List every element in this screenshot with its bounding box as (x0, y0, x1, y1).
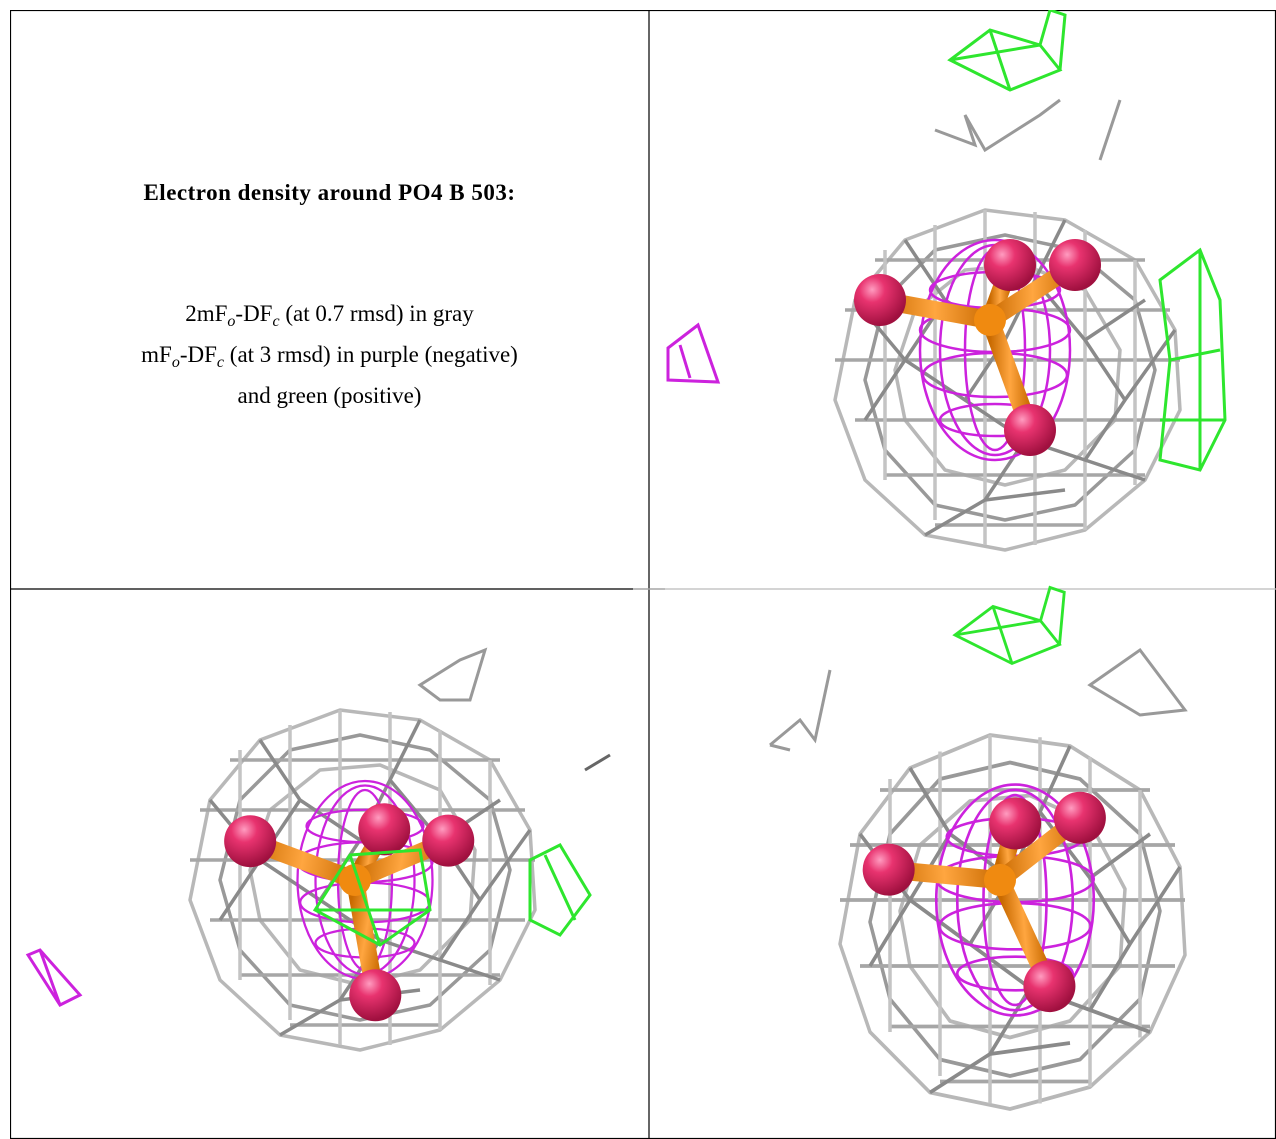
subscript: c (216, 354, 225, 371)
caption-text: (at 3 rmsd) in purple (negative) (224, 342, 518, 367)
caption-text: 2mF (185, 301, 228, 326)
subscript: o (171, 354, 180, 371)
green-mesh (528, 843, 592, 937)
density-panel-top-right (666, 10, 1227, 552)
caption-text: (at 0.7 rmsd) in gray (279, 301, 474, 326)
caption-text: -DF (235, 301, 273, 326)
subscript: c (272, 313, 280, 330)
caption-line: mFo-DFc (at 3 rmsd) in purple (negative) (10, 334, 649, 375)
caption-text: and green (positive) (237, 383, 422, 408)
gray-fragment (584, 753, 611, 772)
caption-text: mF (141, 342, 172, 367)
purple-fragment (666, 322, 721, 384)
density-panel-bottom-right (769, 586, 1188, 1111)
gray-fragment (417, 647, 488, 702)
caption-text: -DF (179, 342, 217, 367)
gray-fragment (769, 647, 1188, 752)
green-mesh (953, 586, 1066, 665)
gray-fragment (934, 98, 1122, 161)
density-panel-bottom-left (25, 647, 611, 1052)
caption: 2mFo-DFc (at 0.7 rmsd) in gray mFo-DFc (… (10, 293, 649, 416)
caption-line: 2mFo-DFc (at 0.7 rmsd) in gray (10, 293, 649, 334)
text-panel: Electron density around PO4 B 503: 2mFo-… (10, 10, 649, 589)
green-mesh (1158, 247, 1227, 472)
purple-fragment (25, 948, 83, 1007)
green-mesh (312, 848, 432, 947)
green-mesh (948, 10, 1067, 92)
subscript: o (227, 313, 236, 330)
caption-line: and green (positive) (10, 375, 649, 416)
figure-title: Electron density around PO4 B 503: (143, 180, 516, 205)
